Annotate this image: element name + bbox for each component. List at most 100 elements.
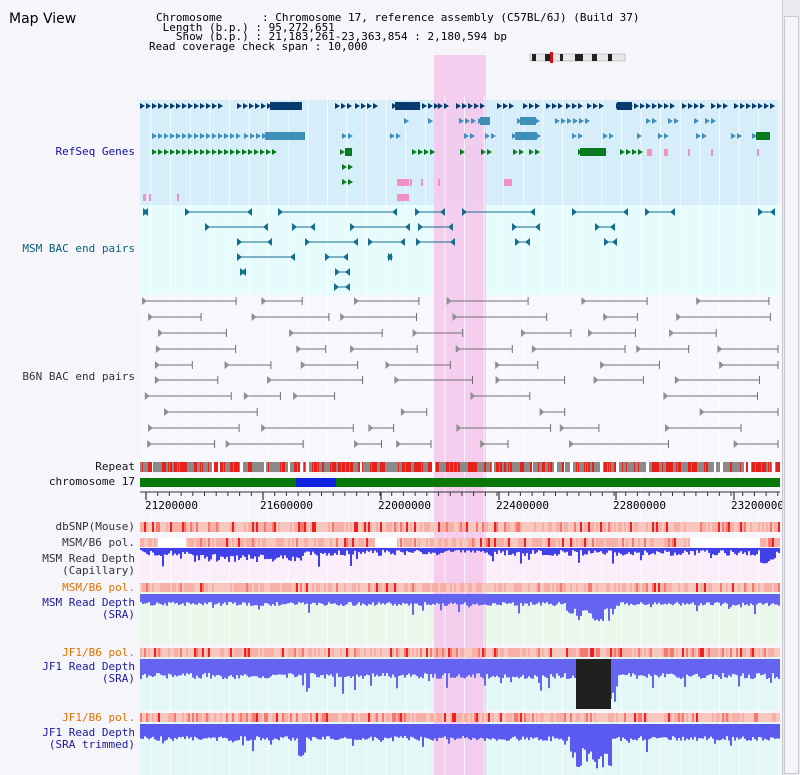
track-label-msm-b6-pol-1[interactable]: MSM/B6 pol.: [62, 536, 135, 549]
track-label-dbsnp[interactable]: dbSNP(Mouse): [55, 520, 135, 533]
bac-end: [604, 238, 609, 246]
track-label-jf1-read-depth-trimmed[interactable]: JF1 Read Depth: [42, 726, 135, 739]
track-label-msm-read-depth-capillary[interactable]: MSM Read Depth: [42, 552, 135, 565]
read-depth-bar: [188, 659, 190, 675]
read-depth-bar: [668, 724, 670, 740]
polymorphism-cell: [742, 583, 744, 592]
repeat-element: [322, 462, 324, 472]
polymorphism-cell: [370, 713, 372, 722]
polymorphism-cell: [208, 522, 210, 532]
read-depth-bar: [266, 724, 268, 738]
polymorphism-cell: [760, 648, 762, 657]
read-depth-bar: [390, 594, 392, 604]
polymorphism-cell: [544, 538, 546, 547]
track-label-msm-b6-pol-2[interactable]: MSM/B6 pol.: [62, 581, 135, 594]
polymorphism-cell: [584, 583, 586, 592]
repeat-element: [342, 462, 345, 472]
gene-block: [515, 132, 537, 140]
read-depth-bar: [416, 724, 418, 740]
polymorphism-cell: [420, 538, 422, 547]
track-label-jf1-b6-pol-1[interactable]: JF1/B6 pol.: [62, 646, 135, 659]
polymorphism-cell: [506, 648, 508, 657]
polymorphism-cell: [378, 583, 380, 592]
read-depth-bar: [524, 548, 526, 556]
read-depth-bar: [754, 724, 756, 740]
bac-end: [290, 253, 295, 261]
track-label-b6n-bac[interactable]: B6N BAC end pairs: [22, 370, 135, 383]
read-depth-bar: [514, 548, 516, 556]
read-depth-bar: [746, 594, 748, 605]
read-depth-bar: [328, 548, 330, 554]
polymorphism-cell: [298, 538, 300, 547]
read-depth-bar: [216, 724, 218, 741]
track-label-jf1-read-depth-sra[interactable]: JF1 Read Depth: [42, 660, 135, 673]
polymorphism-cell: [358, 713, 360, 722]
ideogram-position-marker: [550, 52, 553, 63]
read-depth-bar: [658, 594, 660, 603]
polymorphism-cell: [348, 522, 350, 532]
track-label-jf1-b6-pol-2[interactable]: JF1/B6 pol.: [62, 711, 135, 724]
read-depth-bar: [284, 659, 286, 675]
repeat-element: [362, 462, 363, 472]
polymorphism-cell: [704, 713, 706, 722]
read-depth-bar: [638, 659, 640, 676]
read-depth-bar: [546, 548, 548, 555]
polymorphism-cell: [602, 522, 604, 532]
polymorphism-cell: [380, 648, 382, 657]
read-depth-bar: [422, 659, 424, 679]
polymorphism-cell: [404, 713, 406, 722]
polymorphism-cell: [346, 648, 348, 657]
read-depth-bar: [246, 594, 248, 606]
read-depth-bar: [352, 659, 354, 677]
polymorphism-cell: [488, 583, 490, 592]
read-depth-bar: [652, 548, 654, 554]
polymorphism-cell: [708, 583, 710, 592]
track-label-repeat[interactable]: Repeat: [95, 460, 135, 473]
read-depth-bar: [454, 724, 456, 740]
read-depth-bar: [360, 724, 362, 740]
polymorphism-cell: [482, 583, 484, 592]
polymorphism-cell: [452, 522, 454, 532]
polymorphism-cell: [730, 522, 732, 532]
track-label-msm-bac[interactable]: MSM BAC end pairs: [22, 242, 135, 255]
polymorphism-cell: [562, 583, 564, 592]
polymorphism-cell: [528, 713, 530, 722]
polymorphism-cell: [308, 522, 310, 532]
polymorphism-cell: [518, 648, 520, 657]
track-label-chromosome[interactable]: chromosome 17: [48, 475, 135, 488]
polymorphism-cell: [548, 522, 550, 532]
track-label-refseq[interactable]: RefSeq Genes: [55, 145, 135, 158]
read-depth-bar: [516, 659, 518, 677]
polymorphism-cell: [442, 648, 444, 657]
polymorphism-cell: [448, 583, 450, 592]
polymorphism-cell: [222, 522, 224, 532]
polymorphism-cell: [304, 648, 306, 657]
polymorphism-cell: [460, 583, 462, 592]
read-depth-bar: [238, 594, 240, 605]
read-depth-bar: [304, 594, 306, 605]
polymorphism-cell: [274, 583, 276, 592]
read-depth-bar: [544, 594, 546, 604]
read-depth-bar: [488, 548, 490, 555]
read-depth-bar: [530, 594, 532, 603]
gene-arrow: [572, 133, 577, 139]
scrollbar-thumb[interactable]: [784, 16, 799, 774]
repeat-element: [432, 462, 435, 472]
polymorphism-cell: [434, 713, 436, 722]
polymorphism-cell: [264, 583, 266, 592]
polymorphism-cell: [686, 713, 688, 722]
read-depth-bar: [616, 594, 618, 606]
gene-arrow: [412, 149, 417, 155]
track-label-msm-read-depth-sra[interactable]: MSM Read Depth: [42, 596, 135, 609]
polymorphism-cell: [394, 648, 396, 657]
gene-block: [345, 148, 352, 156]
gene-small-mark: [397, 194, 409, 201]
polymorphism-cell: [156, 648, 158, 657]
polymorphism-cell: [318, 538, 320, 547]
polymorphism-cell: [706, 648, 708, 657]
repeat-element: [626, 462, 627, 472]
polymorphism-cell: [284, 583, 286, 592]
polymorphism-cell: [248, 713, 250, 722]
polymorphism-cell: [512, 583, 514, 592]
read-depth-bar: [772, 724, 774, 738]
